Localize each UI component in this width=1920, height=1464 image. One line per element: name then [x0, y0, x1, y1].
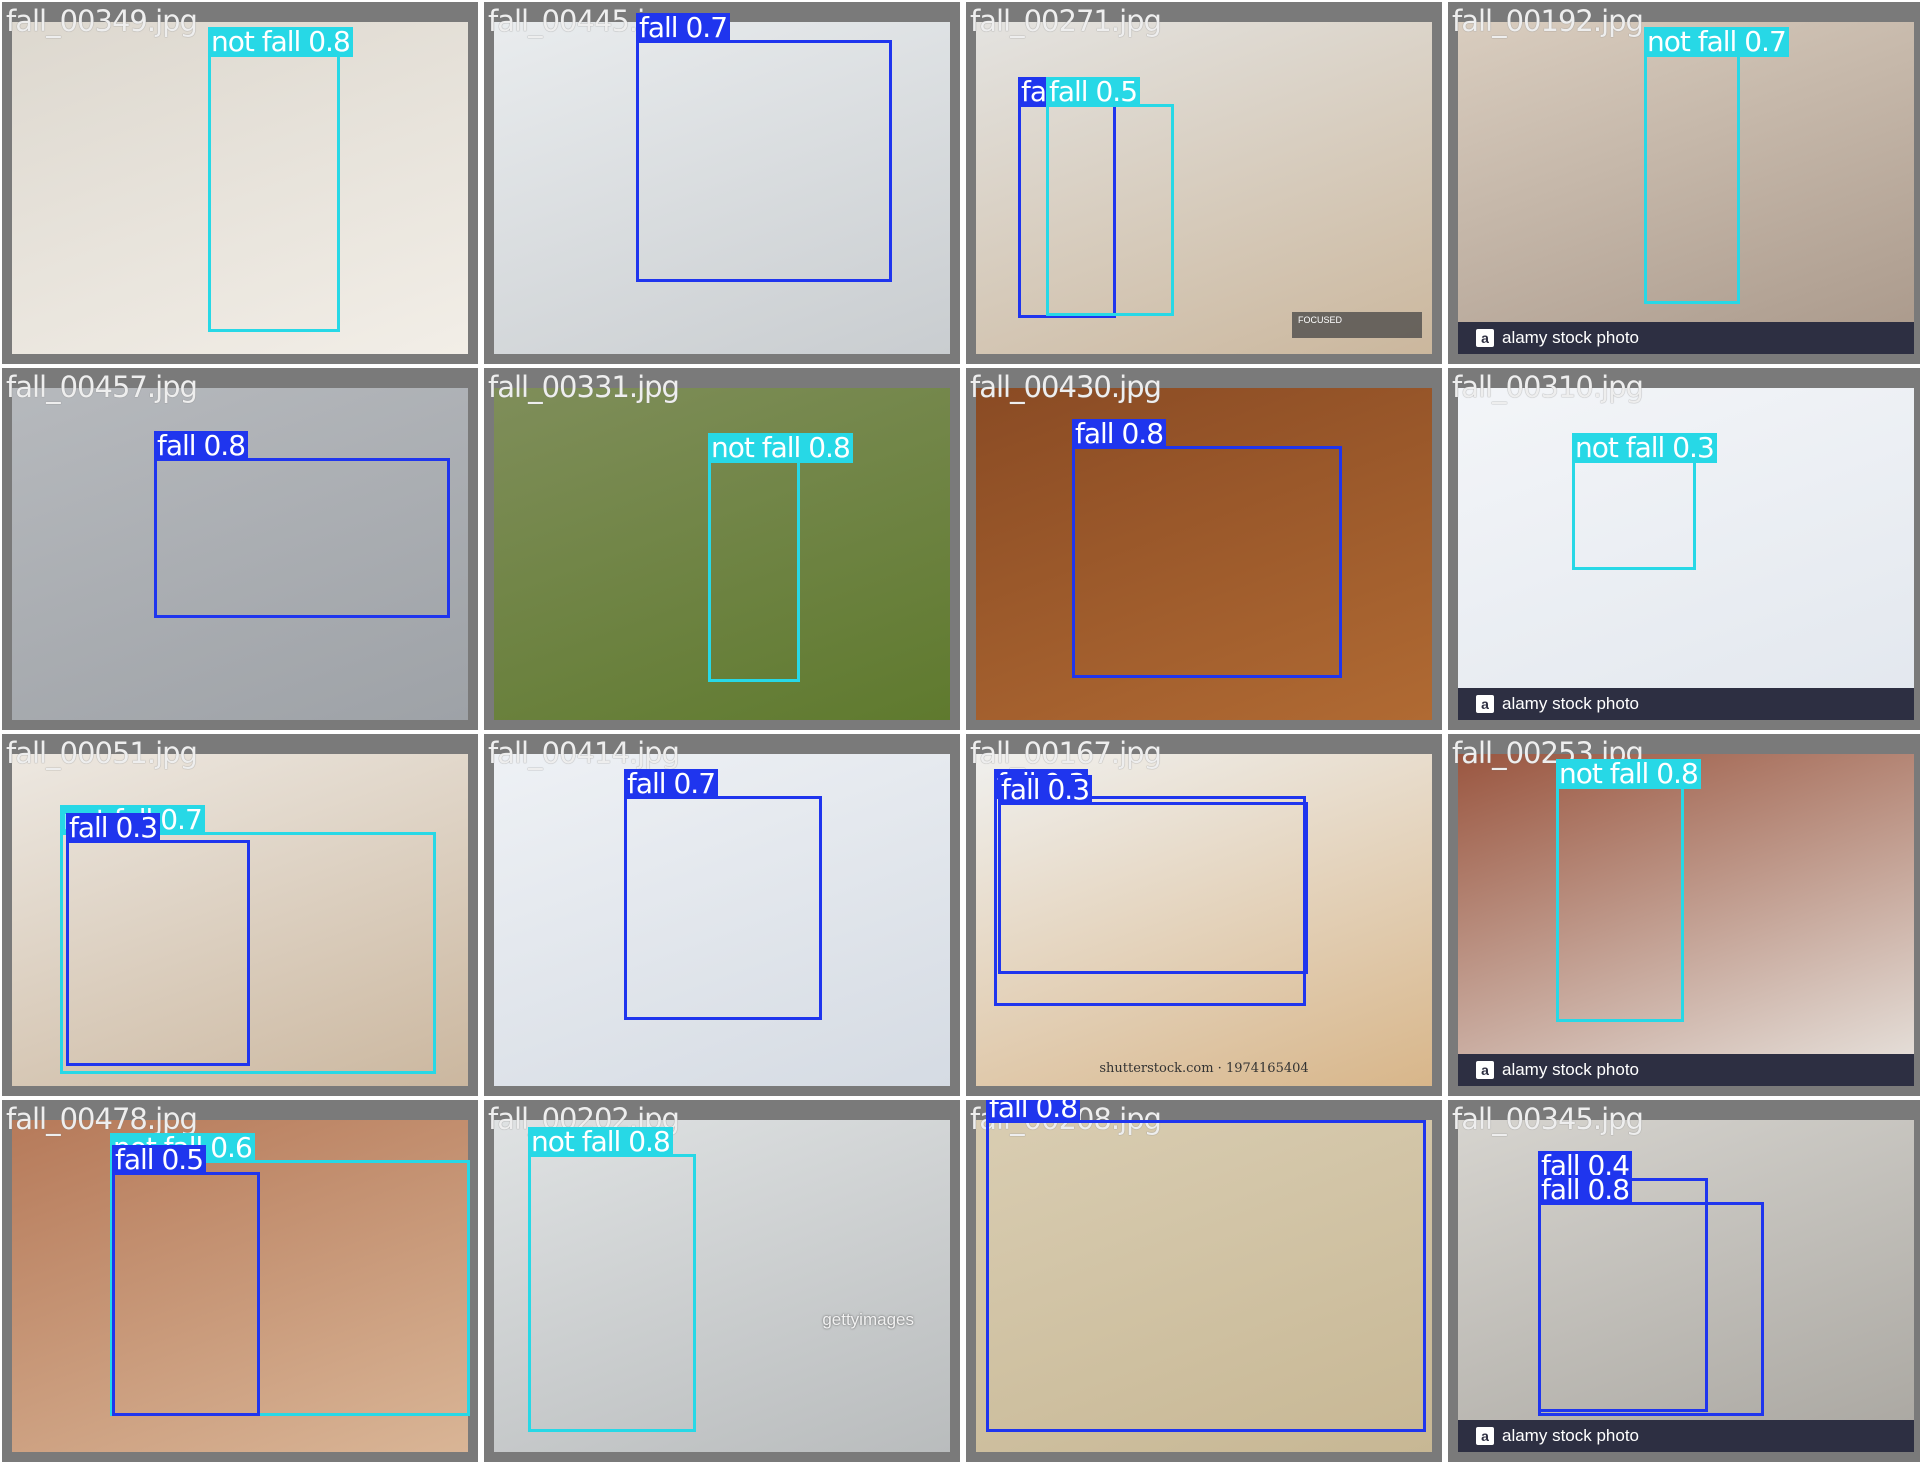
fall-bounding-box: fall 0.8: [1538, 1175, 1764, 1416]
image-filename: fall_00345.jpg: [1452, 1102, 1644, 1136]
detection-label: fall 0.3: [66, 813, 161, 843]
image-filename: fall_00271.jpg: [970, 4, 1162, 38]
not-fall-bounding-box: fall 0.5: [1046, 77, 1174, 316]
not-fall-bounding-box: not fall 0.3: [1572, 433, 1717, 570]
detection-label: fall 0.8: [154, 431, 249, 461]
photo-scene: [976, 388, 1432, 720]
photo-scene: [12, 22, 468, 354]
alamy-logo-icon: a: [1476, 329, 1494, 347]
image-filename: fall_00414.jpg: [488, 736, 680, 770]
photo: a alamy stock photo: [1458, 1120, 1914, 1452]
alamy-logo-icon: a: [1476, 1427, 1494, 1445]
detection-label: not fall 0.8: [208, 27, 353, 57]
watermark-bar: a alamy stock photo: [1458, 1420, 1914, 1452]
photo: [976, 388, 1432, 720]
photo-scene: [494, 754, 950, 1086]
photo-scene: [976, 754, 1432, 1086]
watermark-text: alamy stock photo: [1502, 1060, 1640, 1079]
detection-label: fall 0.3: [998, 775, 1093, 805]
fall-bounding-box: fall 0.7: [624, 769, 822, 1020]
photo: a alamy stock photo: [1458, 388, 1914, 720]
image-tile: shutterstock.com · 1974165404 fall_00167.…: [966, 734, 1442, 1096]
photo: gettyimages: [494, 1120, 950, 1452]
not-fall-bounding-box: not fall 0.8: [528, 1127, 696, 1432]
fall-bounding-box: fall 0.5: [112, 1145, 260, 1416]
not-fall-bounding-box: not fall 0.7: [1644, 27, 1789, 304]
photo-scene: [494, 22, 950, 354]
image-tile: fall_00414.jpg fall 0.7: [484, 734, 960, 1096]
photo: [976, 1120, 1432, 1452]
photo-scene: [1458, 1120, 1914, 1452]
image-filename: fall_00331.jpg: [488, 370, 680, 404]
photo: [494, 754, 950, 1086]
fall-bounding-box: fall 0.8: [1072, 419, 1342, 678]
photo: shutterstock.com · 1974165404: [976, 754, 1432, 1086]
photo: [12, 22, 468, 354]
detection-label: not fall 0.8: [1556, 759, 1701, 789]
alamy-logo-icon: a: [1476, 1061, 1494, 1079]
photo-scene: [12, 1120, 468, 1452]
image-tile: a alamy stock photo fall_00253.jpg not fall…: [1448, 734, 1920, 1096]
not-fall-bounding-box: not fall 0.8: [1556, 759, 1701, 1022]
photo: a alamy stock photo: [1458, 754, 1914, 1086]
image-tile: fall_00445.jpg fall 0.7: [484, 2, 960, 364]
detection-label: fall 0.8: [1072, 419, 1167, 449]
detection-label: fall 0.7: [624, 769, 719, 799]
photo-scene: [1458, 22, 1914, 354]
image-filename: fall_00430.jpg: [970, 370, 1162, 404]
detection-label: fall 0.5: [1046, 77, 1141, 107]
photo-scene: [1458, 754, 1914, 1086]
fall-bounding-box: fall 0.8: [986, 1100, 1426, 1432]
fall-bounding-box: fall 0.3: [998, 775, 1308, 974]
watermark-bar: a alamy stock photo: [1458, 1054, 1914, 1086]
image-filename: fall_00478.jpg: [6, 1102, 198, 1136]
detection-label: fall 0.8: [986, 1100, 1081, 1123]
detection-label: fall 0.7: [636, 13, 731, 43]
image-filename: fall_00349.jpg: [6, 4, 198, 38]
photo-scene: [976, 1120, 1432, 1452]
watermark-text: shutterstock.com · 1974165404: [1099, 1061, 1309, 1076]
watermark-text: gettyimages: [822, 1310, 914, 1329]
image-tile: a alamy stock photo fall_00345.jpg fall 0.4…: [1448, 1100, 1920, 1462]
photo: [12, 1120, 468, 1452]
fall-bounding-box: fall 0.8: [154, 431, 450, 618]
photo-scene: [494, 1120, 950, 1452]
detection-label: fall 0.8: [1538, 1175, 1633, 1205]
fall-bounding-box: fall 0.3: [66, 813, 250, 1066]
watermark-text: alamy stock photo: [1502, 328, 1640, 347]
detection-label: fall 0.5: [112, 1145, 207, 1175]
watermark-text: alamy stock photo: [1502, 1426, 1640, 1445]
image-tile: gettyimages fall_00202.jpg not fall 0.8: [484, 1100, 960, 1462]
alamy-logo-icon: a: [1476, 695, 1494, 713]
detection-label: not fall 0.8: [528, 1127, 673, 1157]
detection-label: not fall 0.8: [708, 433, 853, 463]
photo: a alamy stock photo: [1458, 22, 1914, 354]
detection-label: not fall 0.3: [1572, 433, 1717, 463]
watermark-bar: a alamy stock photo: [1458, 322, 1914, 354]
watermark-bar: a alamy stock photo: [1458, 688, 1914, 720]
image-filename: fall_00310.jpg: [1452, 370, 1644, 404]
image-filename: fall_00051.jpg: [6, 736, 198, 770]
not-fall-bounding-box: not fall 0.8: [708, 433, 853, 682]
fall-bounding-box: fall 0.7: [636, 13, 892, 282]
detection-label: not fall 0.7: [1644, 27, 1789, 57]
image-filename: fall_00192.jpg: [1452, 4, 1644, 38]
image-tile: a alamy stock photo fall_00192.jpg not fall…: [1448, 2, 1920, 364]
photo: [494, 22, 950, 354]
not-fall-bounding-box: not fall 0.8: [208, 27, 353, 332]
image-filename: fall_00457.jpg: [6, 370, 198, 404]
watermark-text: alamy stock photo: [1502, 694, 1640, 713]
watermark-badge: FOCUSED: [1292, 312, 1422, 338]
image-filename: fall_00167.jpg: [970, 736, 1162, 770]
